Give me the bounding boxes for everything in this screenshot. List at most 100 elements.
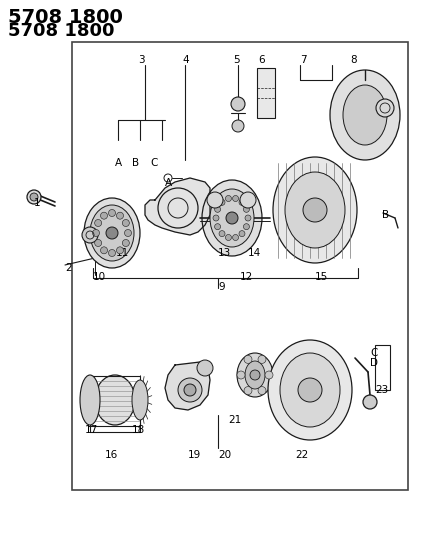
Circle shape xyxy=(101,212,107,219)
Circle shape xyxy=(244,356,252,364)
Circle shape xyxy=(30,193,38,201)
Circle shape xyxy=(27,190,41,204)
Polygon shape xyxy=(165,362,210,410)
Circle shape xyxy=(231,97,245,111)
Text: 23: 23 xyxy=(375,385,388,395)
Circle shape xyxy=(109,249,116,256)
Ellipse shape xyxy=(280,353,340,427)
Text: 5: 5 xyxy=(233,55,240,65)
Ellipse shape xyxy=(285,172,345,248)
Text: 5708 1800: 5708 1800 xyxy=(8,22,115,40)
Ellipse shape xyxy=(84,198,140,268)
Circle shape xyxy=(184,384,196,396)
Circle shape xyxy=(239,231,245,237)
Text: D: D xyxy=(370,358,378,368)
Text: 16: 16 xyxy=(105,450,118,460)
Circle shape xyxy=(258,356,266,364)
Ellipse shape xyxy=(245,361,265,389)
Text: 12: 12 xyxy=(240,272,253,282)
Circle shape xyxy=(106,227,118,239)
Bar xyxy=(88,376,140,426)
Circle shape xyxy=(363,395,377,409)
Text: 7: 7 xyxy=(300,55,306,65)
Circle shape xyxy=(240,192,256,208)
Text: 5708 1800: 5708 1800 xyxy=(8,8,123,27)
Text: 19: 19 xyxy=(188,450,201,460)
Ellipse shape xyxy=(132,380,148,420)
Text: 6: 6 xyxy=(258,55,265,65)
Text: 20: 20 xyxy=(218,450,231,460)
Circle shape xyxy=(197,360,213,376)
Text: C: C xyxy=(150,158,158,168)
Circle shape xyxy=(226,196,232,201)
Ellipse shape xyxy=(330,70,400,160)
Circle shape xyxy=(239,199,245,205)
Circle shape xyxy=(244,224,250,230)
Circle shape xyxy=(232,235,238,240)
Ellipse shape xyxy=(202,180,262,256)
Circle shape xyxy=(237,371,245,379)
Ellipse shape xyxy=(273,157,357,263)
Bar xyxy=(257,68,275,118)
Bar xyxy=(72,42,408,490)
Text: B: B xyxy=(132,158,139,168)
Circle shape xyxy=(116,247,124,254)
Circle shape xyxy=(207,192,223,208)
Circle shape xyxy=(214,224,220,230)
Ellipse shape xyxy=(210,189,254,247)
Circle shape xyxy=(219,231,225,237)
Circle shape xyxy=(244,386,252,394)
Circle shape xyxy=(258,386,266,394)
Ellipse shape xyxy=(80,375,100,425)
Text: 15: 15 xyxy=(315,272,328,282)
Text: 17: 17 xyxy=(85,425,98,435)
Text: 1: 1 xyxy=(34,198,41,208)
Bar xyxy=(375,345,390,390)
Text: A: A xyxy=(165,178,172,188)
Text: 14: 14 xyxy=(248,248,261,258)
Circle shape xyxy=(376,99,394,117)
Text: 4: 4 xyxy=(182,55,189,65)
Circle shape xyxy=(82,227,98,243)
Circle shape xyxy=(303,198,327,222)
Text: B: B xyxy=(382,210,389,220)
Text: 3: 3 xyxy=(138,55,145,65)
Circle shape xyxy=(95,220,101,227)
Circle shape xyxy=(213,215,219,221)
Circle shape xyxy=(219,199,225,205)
Text: 11: 11 xyxy=(116,248,129,258)
Circle shape xyxy=(245,215,251,221)
Circle shape xyxy=(244,206,250,212)
Text: 10: 10 xyxy=(93,272,106,282)
Text: C: C xyxy=(370,348,377,358)
Ellipse shape xyxy=(237,353,273,397)
Ellipse shape xyxy=(268,340,352,440)
Circle shape xyxy=(250,370,260,380)
Circle shape xyxy=(101,247,107,254)
Circle shape xyxy=(226,212,238,224)
Circle shape xyxy=(92,230,99,237)
Circle shape xyxy=(95,239,101,246)
Circle shape xyxy=(109,209,116,216)
Circle shape xyxy=(178,378,202,402)
Text: 9: 9 xyxy=(218,282,225,292)
Circle shape xyxy=(298,378,322,402)
Circle shape xyxy=(232,196,238,201)
Circle shape xyxy=(265,371,273,379)
Text: 13: 13 xyxy=(218,248,231,258)
Ellipse shape xyxy=(95,375,135,425)
Text: 8: 8 xyxy=(350,55,357,65)
Circle shape xyxy=(125,230,131,237)
Polygon shape xyxy=(145,178,210,235)
Circle shape xyxy=(214,206,220,212)
Ellipse shape xyxy=(343,85,387,145)
Circle shape xyxy=(122,239,129,246)
Circle shape xyxy=(226,235,232,240)
Text: 18: 18 xyxy=(132,425,145,435)
Text: 21: 21 xyxy=(228,415,241,425)
Text: 22: 22 xyxy=(295,450,308,460)
Ellipse shape xyxy=(90,205,134,261)
Circle shape xyxy=(116,212,124,219)
Text: 2: 2 xyxy=(65,263,71,273)
Circle shape xyxy=(232,120,244,132)
